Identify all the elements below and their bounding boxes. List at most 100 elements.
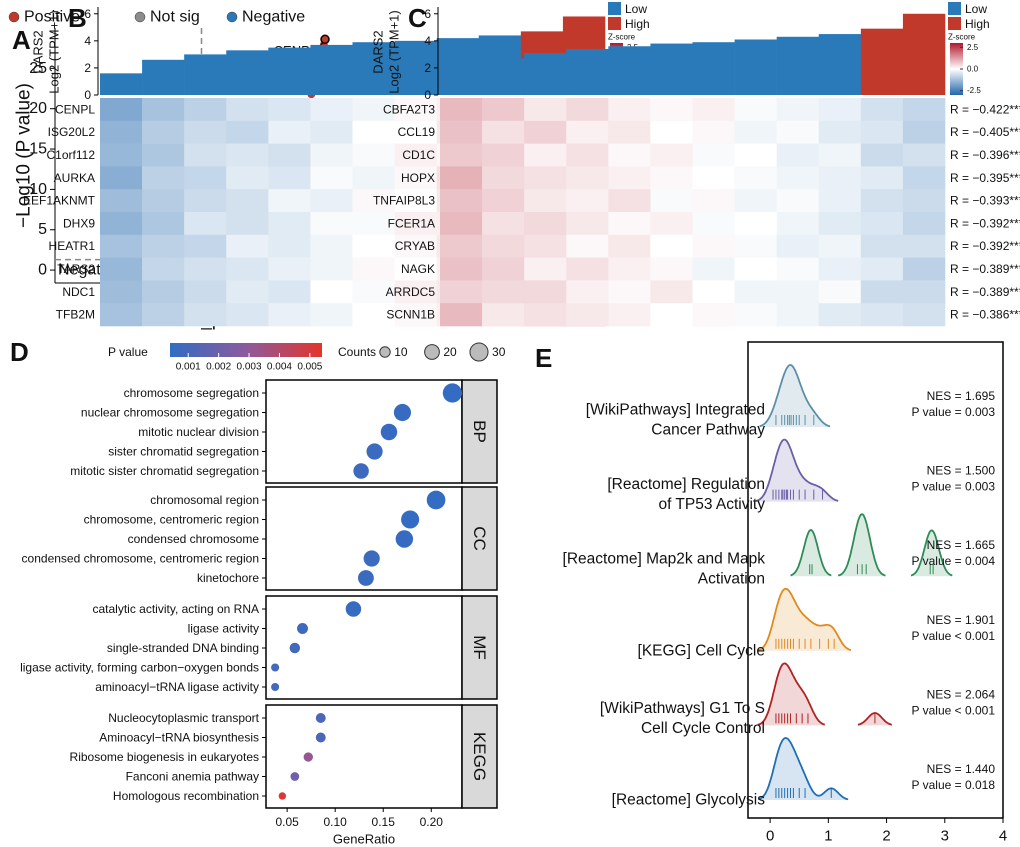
expression-bar — [692, 42, 735, 95]
heatmap-cell — [650, 280, 693, 304]
heatmap-cell — [650, 166, 693, 190]
heatmap-cell — [860, 98, 904, 122]
correlation-label: R = −0.393*** — [950, 194, 1020, 208]
y-tick-label: 0 — [38, 262, 47, 279]
nes-label: NES = 1.695 — [927, 389, 996, 403]
heatmap-cell — [352, 143, 395, 167]
heatmap-cell — [608, 166, 651, 190]
density-curve — [758, 587, 852, 651]
heatmap-cell — [818, 257, 862, 281]
heatmap-cell — [650, 120, 693, 144]
heatmap-cell — [734, 234, 777, 258]
gene-label: SCNN1B — [386, 308, 435, 322]
gene-label: ISG20L2 — [48, 125, 96, 139]
colorbar-tick-label: 0.001 — [176, 362, 201, 373]
heatmap-cell — [524, 280, 567, 304]
x-tick-label: 1 — [824, 828, 832, 845]
heatmap-cell — [734, 189, 777, 213]
heatmap-cell — [734, 212, 777, 236]
density-curve — [837, 513, 886, 577]
expression-bar — [394, 40, 437, 95]
term-label: Homologous recombination — [113, 789, 259, 803]
dot — [401, 510, 420, 529]
heatmap-cell — [650, 212, 693, 236]
correlation-label: R = −0.392*** — [950, 216, 1020, 230]
heatmap-cell — [482, 212, 525, 236]
expression-bar — [184, 54, 227, 95]
y-tick-label: 6 — [424, 7, 431, 21]
term-label: chromosome segregation — [124, 386, 259, 400]
heatmap-cell — [440, 234, 483, 258]
heatmap-cell — [734, 280, 777, 304]
expression-bar — [226, 50, 269, 95]
heatmap-cell — [394, 166, 437, 190]
heatmap-cell — [524, 189, 567, 213]
term-label: mitotic nuclear division — [138, 425, 259, 439]
heatmap-cell — [226, 280, 269, 304]
expression-bar — [566, 48, 609, 95]
heatmap-cell — [394, 143, 437, 167]
density-area — [911, 530, 953, 577]
heatmap-cell — [566, 189, 609, 213]
heatmap-cell — [226, 98, 269, 122]
heatmap-cell — [352, 234, 395, 258]
pathway-label: [Reactome] Regulation — [607, 476, 765, 493]
heatmap-cell — [142, 280, 185, 304]
panel-label: C — [408, 3, 427, 33]
legend-label: Low — [625, 2, 647, 16]
heatmap-cell — [734, 143, 777, 167]
y-tick-label: 5 — [38, 221, 47, 238]
heatmap-cell — [100, 303, 143, 327]
gene-label: ARRDC5 — [386, 285, 436, 299]
term-label: condensed chromosome — [128, 532, 260, 546]
y-tick-label: 15 — [29, 141, 47, 158]
colorbar-tick-label: 0.004 — [267, 362, 292, 373]
panel-label: A — [12, 25, 31, 55]
gene-label: CBFA2T3 — [383, 102, 435, 116]
pathway-label: Activation — [698, 571, 765, 588]
heatmap-cell — [566, 98, 609, 122]
heatmap-cell — [902, 98, 946, 122]
pathway-label: of TP53 Activity — [658, 496, 765, 513]
gene-label: NAGK — [401, 262, 435, 276]
correlation-label: R = −0.389*** — [950, 262, 1020, 276]
heatmap-cell — [394, 189, 437, 213]
heatmap-cell — [352, 257, 395, 281]
heatmap-cell — [776, 280, 820, 304]
heatmap-cell — [310, 143, 353, 167]
heatmap-cell — [902, 189, 946, 213]
pathway-label: Cell Cycle Control — [641, 720, 765, 737]
gene-label: TARS2 — [57, 262, 95, 276]
correlation-label: R = −0.386*** — [950, 308, 1020, 322]
heatmap-cell — [310, 189, 353, 213]
gene-label: CENPL — [55, 102, 95, 116]
term-label: aminoacyl−tRNA ligase activity — [95, 680, 259, 694]
gene-label: TNFAIP8L3 — [373, 194, 435, 208]
expression-bar — [482, 58, 525, 95]
dot — [290, 772, 300, 781]
pathway-label: [WikiPathways] G1 To S — [600, 700, 765, 717]
heatmap-cell — [310, 280, 353, 304]
pathway-label: [KEGG] Cell Cycle — [638, 642, 765, 659]
heatmap-cell — [734, 257, 777, 281]
heatmap-cell — [142, 189, 185, 213]
heatmap-cell — [310, 303, 353, 327]
dot — [393, 403, 412, 422]
heatmap-cell — [482, 189, 525, 213]
heatmap-cell — [482, 280, 525, 304]
heatmap-cell — [100, 234, 143, 258]
p-value-label: P value = 0.003 — [911, 405, 995, 419]
heatmap-cell — [184, 120, 227, 144]
heatmap-cell — [692, 189, 735, 213]
heatmap-cell — [566, 234, 609, 258]
term-label: ligase activity, forming carbon−oxygen b… — [20, 661, 259, 675]
heatmap-cell — [482, 166, 525, 190]
term-label: single-stranded DNA binding — [107, 641, 259, 655]
y-tick-label: 2 — [84, 61, 91, 75]
facet-label: BP — [470, 420, 489, 443]
dot — [303, 752, 313, 762]
heatmap-cell — [734, 166, 777, 190]
nes-label: NES = 1.665 — [927, 538, 996, 552]
heatmap-cell — [566, 120, 609, 144]
heatmap-cell — [776, 234, 820, 258]
